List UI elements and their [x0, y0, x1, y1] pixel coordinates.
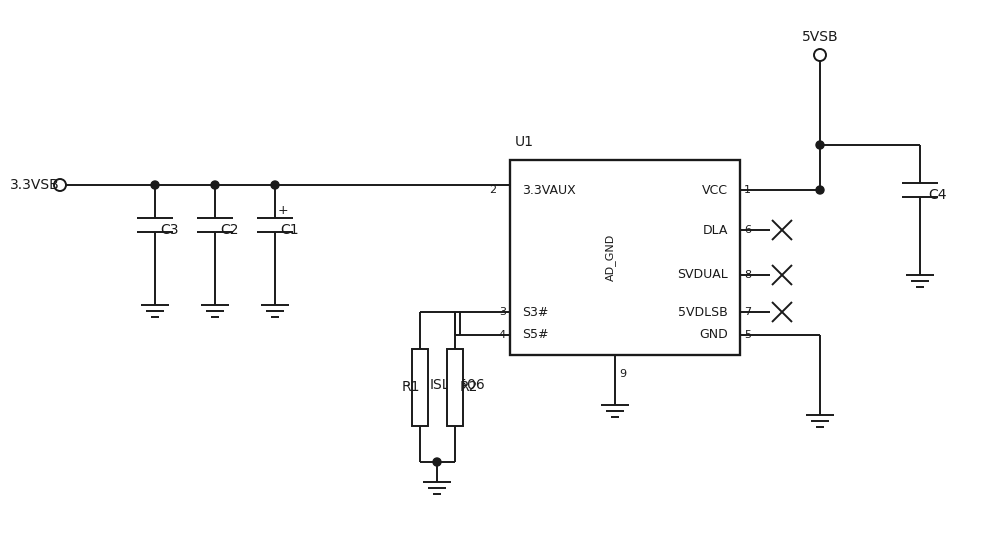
Circle shape [151, 181, 159, 189]
Text: 5VDLSB: 5VDLSB [678, 305, 728, 318]
Circle shape [271, 181, 279, 189]
Circle shape [211, 181, 219, 189]
Text: +: + [278, 203, 289, 216]
Text: 3.3VSB: 3.3VSB [10, 178, 60, 192]
Text: 1: 1 [744, 185, 751, 195]
Text: C3: C3 [160, 223, 178, 237]
Text: 5: 5 [744, 330, 751, 340]
Text: U1: U1 [515, 135, 534, 149]
Text: R2: R2 [460, 380, 478, 394]
Text: C4: C4 [928, 188, 946, 202]
Text: 5VSB: 5VSB [802, 30, 838, 44]
Text: R1: R1 [402, 380, 420, 394]
Text: 3: 3 [499, 307, 506, 317]
Text: 8: 8 [744, 270, 751, 280]
Bar [510, 160, 740, 355]
Text: VCC: VCC [702, 184, 728, 197]
Text: 2: 2 [489, 185, 496, 195]
Circle shape [816, 141, 824, 149]
Circle shape [816, 186, 824, 194]
Text: 3.3VAUX: 3.3VAUX [522, 184, 576, 197]
Text: GND: GND [699, 328, 728, 341]
Text: S5#: S5# [522, 328, 548, 341]
Text: 9: 9 [619, 369, 626, 379]
Text: 4: 4 [499, 330, 506, 340]
Circle shape [433, 458, 441, 466]
Text: C2: C2 [220, 223, 239, 237]
Text: 7: 7 [744, 307, 751, 317]
Text: AD_GND: AD_GND [605, 233, 615, 281]
Text: SVDUAL: SVDUAL [677, 269, 728, 282]
Text: DLA: DLA [703, 224, 728, 237]
Text: C1: C1 [280, 223, 299, 237]
Bar [447, 349, 463, 425]
Text: S3#: S3# [522, 305, 548, 318]
Bar [412, 349, 428, 425]
Text: ISL6506: ISL6506 [430, 378, 486, 392]
Text: 6: 6 [744, 225, 751, 235]
